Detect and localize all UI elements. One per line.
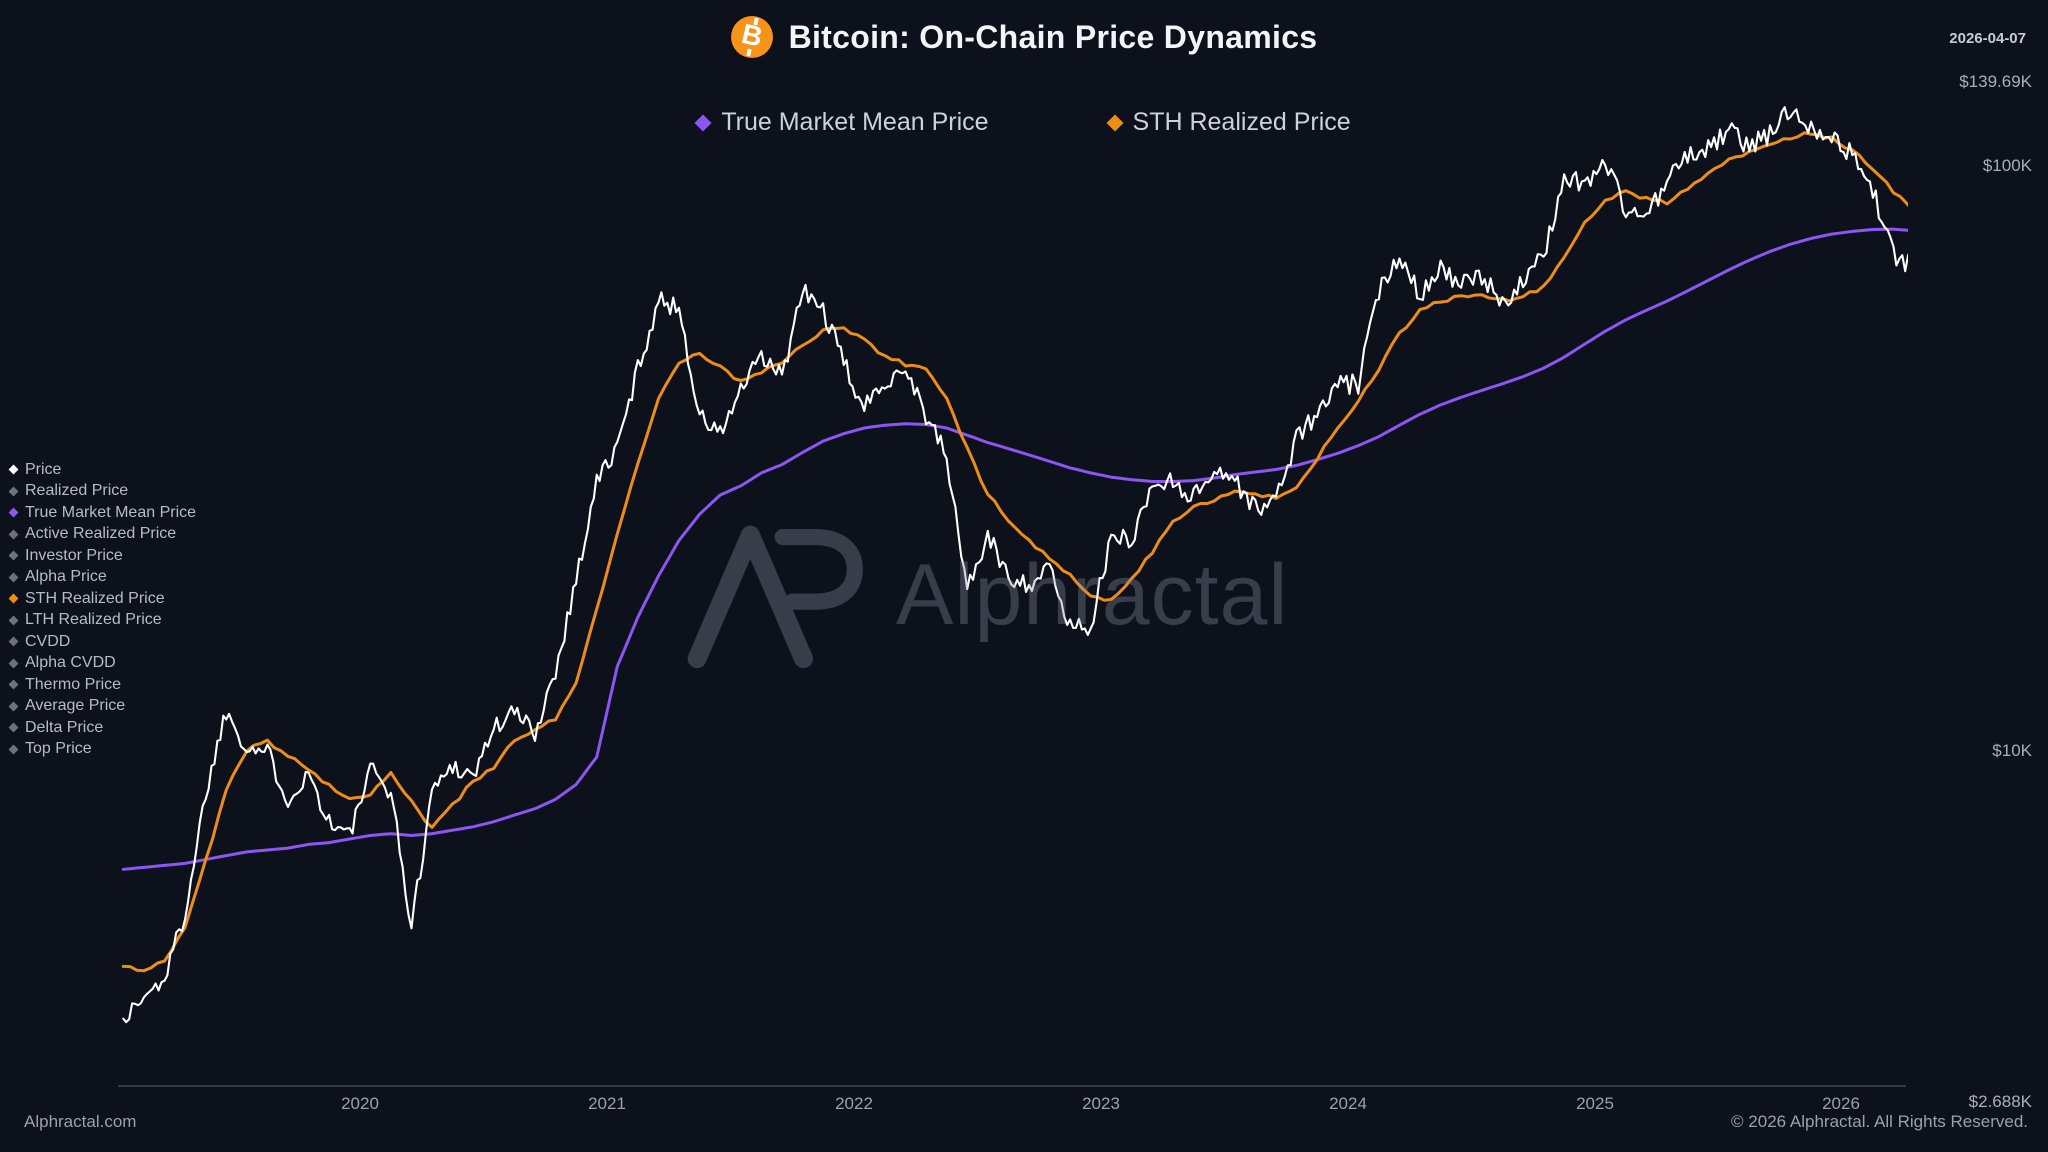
y-axis-label-10k: $10K	[1992, 741, 2032, 760]
sidebar-item-true-market-mean-price[interactable]: True Market Mean Price	[8, 502, 197, 524]
series-line-sth-realized-price	[121, 131, 1908, 973]
legend-label: True Market Mean Price	[721, 108, 989, 136]
series-bullet-icon	[8, 701, 19, 712]
series-bullet-icon	[8, 464, 19, 475]
sidebar-item-thermo-price[interactable]: Thermo Price	[8, 674, 196, 696]
series-label: Alpha Price	[25, 568, 107, 586]
series-bullet-icon	[8, 658, 19, 669]
sidebar-item-cvdd[interactable]: CVDD	[8, 631, 196, 653]
x-axis-label-2020: 2020	[341, 1094, 379, 1113]
page-title: Bitcoin: On-Chain Price Dynamics	[788, 18, 1318, 55]
header: B Bitcoin: On-Chain Price Dynamics	[0, 16, 2048, 58]
sidebar-item-investor-price[interactable]: Investor Price	[8, 545, 196, 567]
x-axis-label-2022: 2022	[835, 1094, 873, 1113]
series-label: Thermo Price	[25, 675, 122, 693]
series-label: CVDD	[25, 632, 71, 650]
series-bullet-icon	[8, 615, 19, 626]
sidebar-item-realized-price[interactable]: Realized Price	[8, 481, 196, 503]
sidebar-item-lth-realized-price[interactable]: LTH Realized Price	[8, 610, 196, 632]
series-bullet-icon	[8, 636, 19, 647]
series-bullet-icon	[8, 679, 19, 690]
sidebar-item-active-realized-price[interactable]: Active Realized Price	[8, 524, 196, 546]
sidebar-item-sth-realized-price[interactable]: STH Realized Price	[8, 588, 196, 610]
legend-marker-icon	[1106, 114, 1124, 131]
series-label: Delta Price	[25, 718, 104, 736]
legend-label: STH Realized Price	[1132, 108, 1351, 136]
sidebar-item-alpha-price[interactable]: Alpha Price	[8, 567, 196, 589]
x-axis-label-2023: 2023	[1082, 1094, 1120, 1113]
series-label: LTH Realized Price	[25, 611, 162, 629]
sidebar-item-price[interactable]: Price	[8, 459, 196, 481]
series-label: True Market Mean Price	[25, 503, 197, 521]
series-bullet-icon	[8, 593, 19, 604]
date-stamp: 2026-04-07	[1949, 30, 2026, 47]
x-axis-label-2024: 2024	[1329, 1094, 1367, 1113]
bitcoin-icon: B	[730, 16, 773, 58]
series-bullet-icon	[8, 744, 19, 755]
y-axis-label-100k: $100K	[1982, 156, 2032, 175]
series-label: Alpha CVDD	[25, 654, 116, 672]
series-bullet-icon	[8, 486, 19, 497]
series-bullet-icon	[8, 722, 19, 733]
x-axis-label-2026: 2026	[1822, 1094, 1860, 1113]
sidebar-item-average-price[interactable]: Average Price	[8, 696, 196, 718]
series-label: Active Realized Price	[25, 525, 177, 543]
sidebar-item-delta-price[interactable]: Delta Price	[8, 717, 196, 739]
series-bullet-icon	[8, 572, 19, 583]
legend-marker-icon	[694, 114, 712, 131]
series-label: Top Price	[25, 740, 92, 758]
series-line-price	[122, 106, 1908, 1024]
sidebar-item-top-price[interactable]: Top Price	[8, 739, 196, 761]
series-label: Price	[25, 460, 62, 478]
series-label: STH Realized Price	[25, 589, 165, 607]
y-axis-label-min: $2.688K	[1968, 1092, 2032, 1111]
x-axis-label-2025: 2025	[1576, 1094, 1614, 1113]
series-label: Realized Price	[25, 482, 129, 500]
x-axis-label-2021: 2021	[588, 1094, 626, 1113]
series-line-true-market-mean-price	[121, 227, 1908, 871]
legend-item-sth-realized[interactable]: STH Realized Price	[1106, 108, 1351, 137]
footer-site-link[interactable]: Alphractal.com	[24, 1112, 137, 1131]
series-bullet-icon	[8, 529, 19, 540]
series-selector-list: Price Realized Price True Market Mean Pr…	[8, 459, 197, 761]
y-axis-label-ath: $139.69K	[1959, 72, 2032, 91]
series-label: Investor Price	[25, 546, 123, 564]
legend-item-true-market-mean[interactable]: True Market Mean Price	[694, 108, 989, 137]
footer-copyright: © 2026 Alphractal. All Rights Reserved.	[1731, 1112, 2028, 1131]
chart-legend: True Market Mean Price STH Realized Pric…	[0, 108, 2048, 137]
series-label: Average Price	[25, 697, 126, 715]
series-bullet-icon	[8, 550, 19, 561]
sidebar-item-alpha-cvdd[interactable]: Alpha CVDD	[8, 653, 196, 675]
series-bullet-icon	[8, 507, 19, 518]
